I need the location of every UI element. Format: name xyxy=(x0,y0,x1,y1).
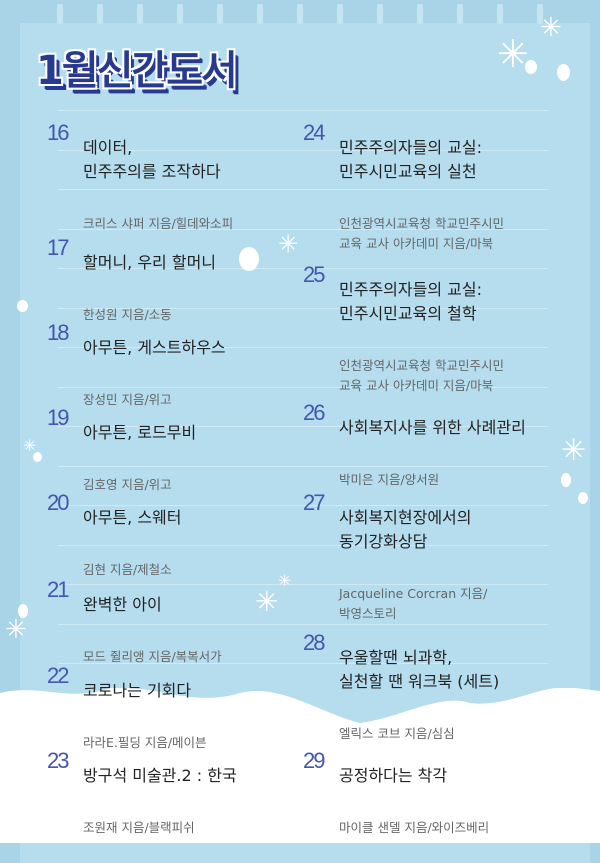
book-author: 김현 지음/제철소 xyxy=(83,562,172,577)
book-title: 코로나는 기회다 xyxy=(83,681,192,700)
book-title: 아무튼, 게스트하우스 xyxy=(83,338,226,357)
book-author: 장성민 지음/위고 xyxy=(83,392,172,407)
binder-tab xyxy=(497,4,503,24)
book-title: 데이터, 민주주의를 조작하다 xyxy=(83,138,221,181)
snow-dot xyxy=(557,64,570,81)
book-title: 사회복지현장에서의 동기강화상담 xyxy=(339,508,472,551)
ruled-line xyxy=(58,150,548,151)
ruled-line xyxy=(58,505,548,506)
book-author: 모드 쥘리앵 지음/복복서가 xyxy=(83,649,222,664)
book-number: 20 xyxy=(47,490,70,515)
book-number: 16 xyxy=(47,120,70,145)
book-title: 방구석 미술관.2 : 한국 xyxy=(83,766,237,785)
book-author: 김호영 지음/위고 xyxy=(83,477,172,492)
snow-dot xyxy=(561,473,571,487)
book-title: 아무튼, 스웨터 xyxy=(83,508,182,527)
snow-dot xyxy=(18,604,28,618)
ruled-line xyxy=(58,466,548,467)
book-number: 21 xyxy=(47,577,70,602)
book-author: 크리스 샤퍼 지음/힐데와소피 xyxy=(83,216,234,231)
snowflake-icon: ✳ xyxy=(255,585,279,618)
ruled-line xyxy=(58,584,548,585)
book-title: 완벽한 아이 xyxy=(83,595,162,614)
binder-tab xyxy=(257,4,263,24)
book-author: 인천광역시교육청 학교민주시민 교육 교사 아카데미 지음/마북 xyxy=(339,358,504,393)
ruled-line xyxy=(58,624,548,625)
book-number: 27 xyxy=(303,490,326,515)
book-author: Jacqueline Corcran 지음/ 박영스토리 xyxy=(339,586,488,621)
ruled-line xyxy=(58,308,548,309)
book-title: 아무튼, 로드무비 xyxy=(83,423,197,442)
book-number: 26 xyxy=(303,400,326,425)
ruled-line xyxy=(58,347,548,348)
snow-dot xyxy=(578,492,588,504)
book-author: 라라E.필딩 지음/메이븐 xyxy=(83,735,207,750)
snowflake-icon: ✳ xyxy=(278,571,292,590)
book-number: 25 xyxy=(303,262,326,287)
binder-tab xyxy=(337,4,343,24)
book-author: 조원재 지음/블랙피쉬 xyxy=(83,820,195,835)
snow-dot xyxy=(33,452,42,462)
snowflake-icon: ✳ xyxy=(23,436,37,455)
book-number: 18 xyxy=(47,320,70,345)
binder-tab xyxy=(57,4,63,24)
book-author: 마이클 샌델 지음/와이즈베리 xyxy=(339,820,490,835)
book-title: 우울할땐 뇌과학, 실천할 땐 워크북 (세트) xyxy=(339,648,500,691)
book-title: 민주주의자들의 교실: 민주시민교육의 철학 xyxy=(339,280,482,323)
snowflake-icon: ✳ xyxy=(278,230,299,258)
book-number: 22 xyxy=(47,663,70,688)
ruled-line xyxy=(58,545,548,546)
book-author: 엘릭스 코브 지음/심심 xyxy=(339,726,455,741)
book-author: 박미은 지음/양서원 xyxy=(339,472,440,487)
ruled-line xyxy=(58,110,548,111)
page-title: 1월신간도서 xyxy=(36,48,238,94)
book-title: 민주주의자들의 교실: 민주시민교육의 실천 xyxy=(339,138,482,181)
snow-dot xyxy=(17,300,28,312)
book-number: 29 xyxy=(303,748,326,773)
book-title: 공정하다는 착각 xyxy=(339,766,448,785)
binder-tab xyxy=(137,4,143,24)
ruled-line xyxy=(58,663,548,664)
snow-dot xyxy=(525,60,537,74)
book-title: 사회복지사를 위한 사례관리 xyxy=(339,418,526,437)
binder-tab xyxy=(537,4,543,24)
book-number: 24 xyxy=(303,120,326,145)
book-title: 할머니, 우리 할머니 xyxy=(83,253,217,272)
binder-tab xyxy=(297,4,303,24)
binder-tab xyxy=(377,4,383,24)
binder-tab xyxy=(417,4,423,24)
snowflake-icon: ✳ xyxy=(561,433,587,468)
binder-tab xyxy=(457,4,463,24)
binder-tab xyxy=(177,4,183,24)
book-author: 인천광역시교육청 학교민주시민 교육 교사 아카데미 지음/마북 xyxy=(339,216,504,251)
binder-tab xyxy=(217,4,223,24)
book-number: 23 xyxy=(47,748,70,773)
ruled-line xyxy=(58,426,548,427)
snowflake-icon: ✳ xyxy=(540,13,562,43)
ruled-line xyxy=(58,229,548,230)
ruled-line xyxy=(58,189,548,190)
book-author: 한성원 지음/소동 xyxy=(83,307,172,322)
snow-bank xyxy=(0,688,600,843)
snow-dot xyxy=(239,247,259,271)
snowflake-icon: ✳ xyxy=(5,615,27,645)
binder-tab xyxy=(97,4,103,24)
ruled-line xyxy=(58,268,548,269)
ruled-line xyxy=(58,387,548,388)
book-number: 17 xyxy=(47,235,70,260)
book-number: 28 xyxy=(303,630,326,655)
snowflake-icon: ✳ xyxy=(497,32,529,76)
book-number: 19 xyxy=(47,405,70,430)
